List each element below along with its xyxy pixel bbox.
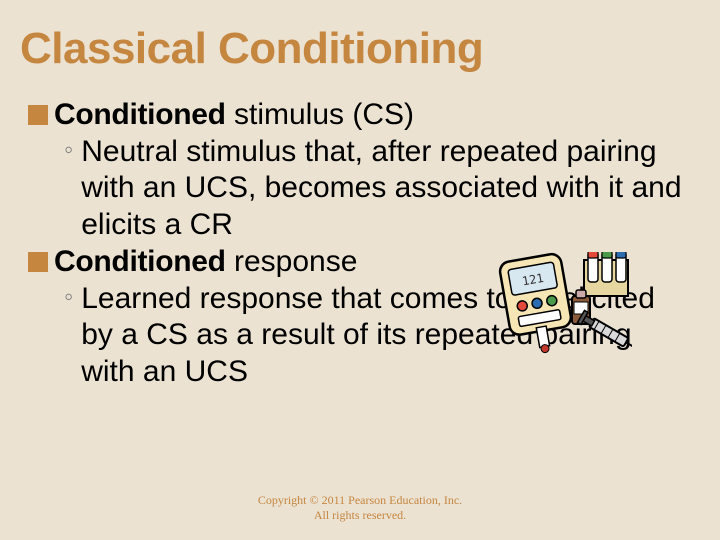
copyright-footer: Copyright © 2011 Pearson Education, Inc.…	[0, 493, 720, 522]
slide: Classical Conditioning Conditioned stimu…	[0, 0, 720, 540]
medical-supplies-icon: 121	[492, 252, 632, 356]
bullet-term-2: Conditioned response	[54, 243, 357, 281]
footer-line-1: Copyright © 2011 Pearson Education, Inc.	[0, 493, 720, 507]
term-bold-1: Conditioned	[54, 98, 226, 131]
term-rest-2: response	[226, 245, 358, 278]
sub-item-1: ◦ Neutral stimulus that, after repeated …	[64, 134, 692, 244]
ring-bullet-icon: ◦	[64, 281, 73, 313]
bullet-item-1: Conditioned stimulus (CS)	[28, 96, 692, 134]
slide-title: Classical Conditioning	[20, 24, 483, 74]
ring-bullet-icon: ◦	[64, 134, 73, 166]
footer-line-2: All rights reserved.	[0, 508, 720, 522]
term-rest-1: stimulus (CS)	[226, 98, 414, 131]
square-bullet-icon	[28, 105, 48, 125]
definition-1: Neutral stimulus that, after repeated pa…	[81, 134, 692, 244]
term-bold-2: Conditioned	[54, 245, 226, 278]
square-bullet-icon	[28, 252, 48, 272]
bullet-term-1: Conditioned stimulus (CS)	[54, 96, 414, 134]
